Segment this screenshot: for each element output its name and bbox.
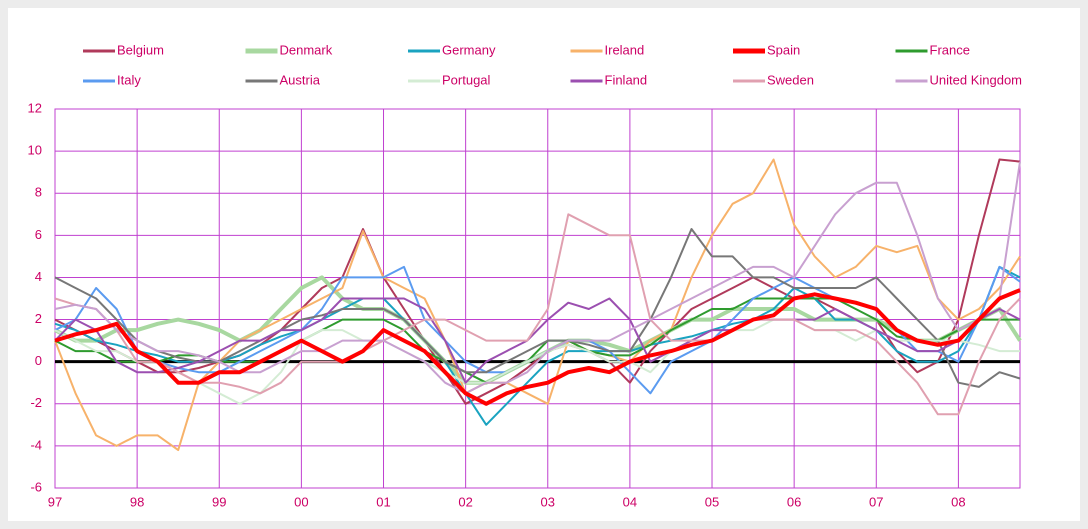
y-tick-label: 4 bbox=[35, 269, 42, 284]
legend-label: France bbox=[930, 42, 970, 57]
legend-label: Denmark bbox=[280, 42, 333, 57]
chart-background bbox=[8, 8, 1080, 521]
x-tick-label: 01 bbox=[376, 494, 390, 509]
legend-label: Germany bbox=[442, 42, 496, 57]
y-tick-label: 10 bbox=[28, 143, 42, 158]
legend-label: Austria bbox=[280, 72, 321, 87]
x-tick-label: 04 bbox=[623, 494, 637, 509]
x-tick-label: 99 bbox=[212, 494, 226, 509]
series-line bbox=[54, 228, 1021, 388]
legend-label: United Kingdom bbox=[930, 72, 1023, 87]
y-tick-label: -2 bbox=[30, 395, 42, 410]
y-tick-label: -6 bbox=[30, 479, 42, 494]
x-tick-label: 08 bbox=[951, 494, 965, 509]
x-tick-label: 07 bbox=[869, 494, 883, 509]
legend-label: Ireland bbox=[605, 42, 645, 57]
series-line bbox=[54, 297, 1021, 384]
y-tick-label: -4 bbox=[30, 437, 42, 452]
series-line bbox=[54, 213, 1021, 416]
x-tick-label: 02 bbox=[458, 494, 472, 509]
x-tick-label: 98 bbox=[130, 494, 144, 509]
y-tick-label: 2 bbox=[35, 311, 42, 326]
x-tick-label: 06 bbox=[787, 494, 801, 509]
legend-label: Finland bbox=[605, 72, 648, 87]
y-tick-label: 6 bbox=[35, 227, 42, 242]
legend-label: Italy bbox=[117, 72, 141, 87]
series-line bbox=[54, 161, 1021, 395]
legend-label: Portugal bbox=[442, 72, 491, 87]
x-tick-label: 05 bbox=[705, 494, 719, 509]
x-tick-label: 97 bbox=[48, 494, 62, 509]
legend-label: Spain bbox=[767, 42, 800, 57]
series-line bbox=[54, 158, 1021, 452]
legend-label: Belgium bbox=[117, 42, 164, 57]
x-tick-label: 03 bbox=[541, 494, 555, 509]
y-tick-label: 0 bbox=[35, 353, 42, 368]
x-tick-label: 00 bbox=[294, 494, 308, 509]
series-line bbox=[54, 288, 1021, 406]
series-line bbox=[54, 318, 1020, 405]
y-tick-label: 12 bbox=[28, 100, 42, 115]
legend-label: Sweden bbox=[767, 72, 814, 87]
y-tick-label: 8 bbox=[35, 185, 42, 200]
